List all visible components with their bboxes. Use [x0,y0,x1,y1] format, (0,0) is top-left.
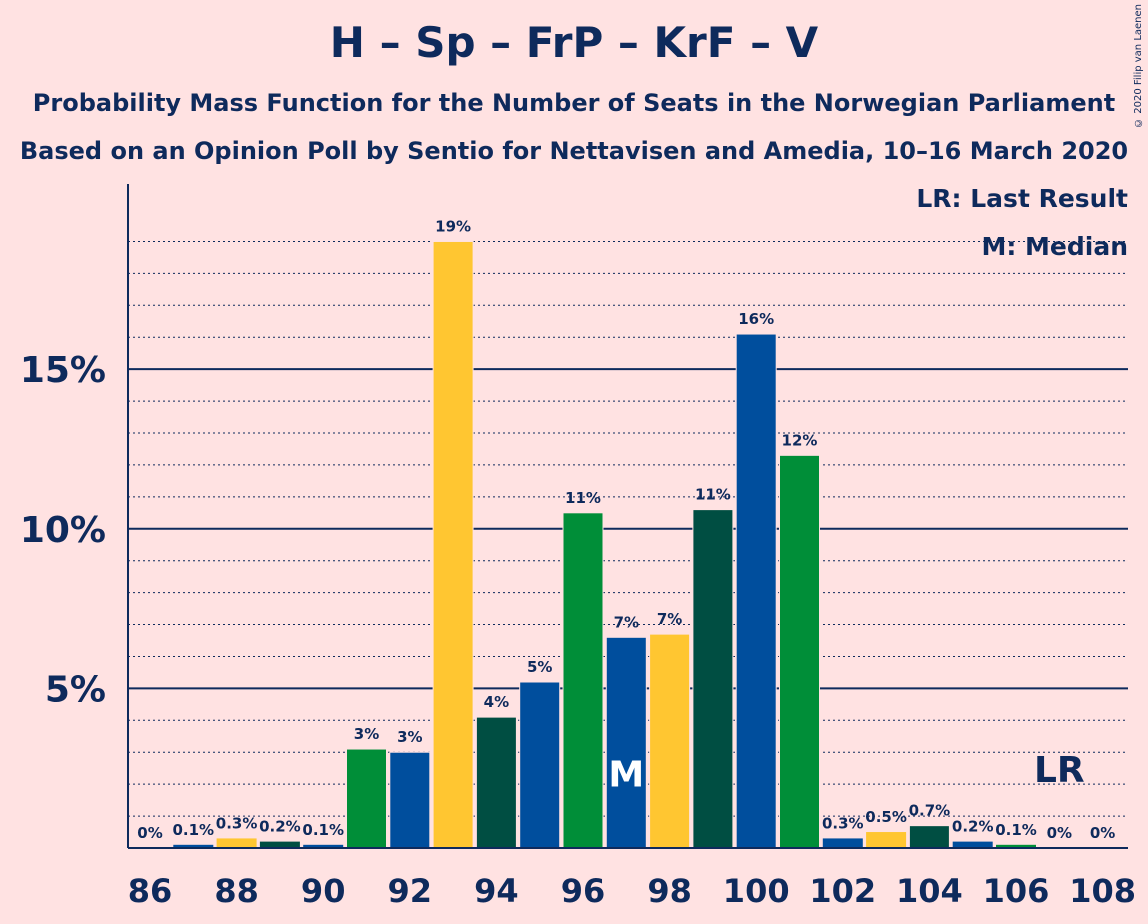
legend-last-result: LR: Last Result [916,184,1128,213]
bar-105 [952,841,993,848]
bar-88 [216,838,257,848]
bar-label-103: 0.5% [865,808,907,826]
x-tick-label: 108 [1069,872,1136,910]
x-tick-label: 94 [474,872,519,910]
bar-label-101: 12% [782,431,818,449]
bar-label-86: 0% [137,824,162,842]
legend-median: M: Median [981,232,1128,261]
bar-96 [562,512,604,849]
bar-label-96: 11% [565,489,601,507]
bar-91 [346,748,387,849]
bar-label-88: 0.3% [216,814,258,832]
chart-title: H – Sp – FrP – KrF – V [329,18,819,67]
bar-95 [519,681,561,849]
bar-label-102: 0.3% [822,814,864,832]
bar-label-90: 0.1% [302,821,344,839]
bar-106 [996,844,1036,848]
bar-87 [173,844,214,848]
bar-label-104: 0.7% [909,802,951,820]
chart-subtitle-1: Probability Mass Function for the Number… [32,89,1116,117]
x-tick-label: 104 [896,872,963,910]
bar-label-108: 0% [1090,824,1115,842]
x-tick-label: 86 [128,872,173,910]
bar-97 [605,636,647,849]
bar-98 [649,633,691,849]
bar-99 [692,509,734,849]
x-tick-label: 100 [723,872,790,910]
bar-100 [735,333,777,849]
bar-label-98: 7% [657,610,682,628]
bars [173,240,1036,849]
bar-label-99: 11% [695,486,731,504]
markers: M LR [608,750,1084,796]
bar-value-labels: 0% 0.1% 0.3% 0.2% 0.1%3% 3%19%4%5%11%7% 7%11%1… [137,217,1115,842]
y-tick-label: 10% [20,510,106,551]
bar-103 [866,832,907,848]
bar-label-92: 3% [397,728,422,746]
bar-label-107: 0% [1047,824,1072,842]
bar-104 [908,825,950,849]
median-marker: M [608,755,644,796]
axes: 5% 10% 15% 86 88 90 92 94 96 98 100 102 104 106 108 [20,184,1136,910]
y-tick-label: 15% [20,350,106,391]
bar-94 [475,716,517,849]
y-tick-label: 5% [45,669,106,710]
x-tick-label: 88 [214,872,259,910]
x-tick-label: 96 [561,872,606,910]
bar-label-95: 5% [527,658,552,676]
x-tick-label: 102 [809,872,876,910]
bar-89 [259,841,300,848]
bar-label-91: 3% [354,725,379,743]
bar-label-87: 0.1% [172,821,214,839]
chart-subtitle-2: Based on an Opinion Poll by Sentio for N… [19,137,1129,165]
bar-90 [303,844,344,848]
bar-93 [432,240,474,849]
x-tick-label: 90 [301,872,346,910]
bar-92 [389,751,431,849]
bar-label-93: 19% [435,217,471,235]
bar-label-100: 16% [738,310,774,328]
x-tick-label: 92 [388,872,433,910]
x-tick-label: 106 [983,872,1050,910]
x-tick-label: 98 [647,872,692,910]
bar-label-94: 4% [484,693,509,711]
last-result-marker: LR [1034,750,1085,791]
bar-101 [779,454,820,849]
bar-label-97: 7% [614,613,639,631]
bar-label-106: 0.1% [995,821,1037,839]
bar-label-89: 0.2% [259,818,301,836]
bar-label-105: 0.2% [952,818,994,836]
bar-102 [822,838,863,848]
